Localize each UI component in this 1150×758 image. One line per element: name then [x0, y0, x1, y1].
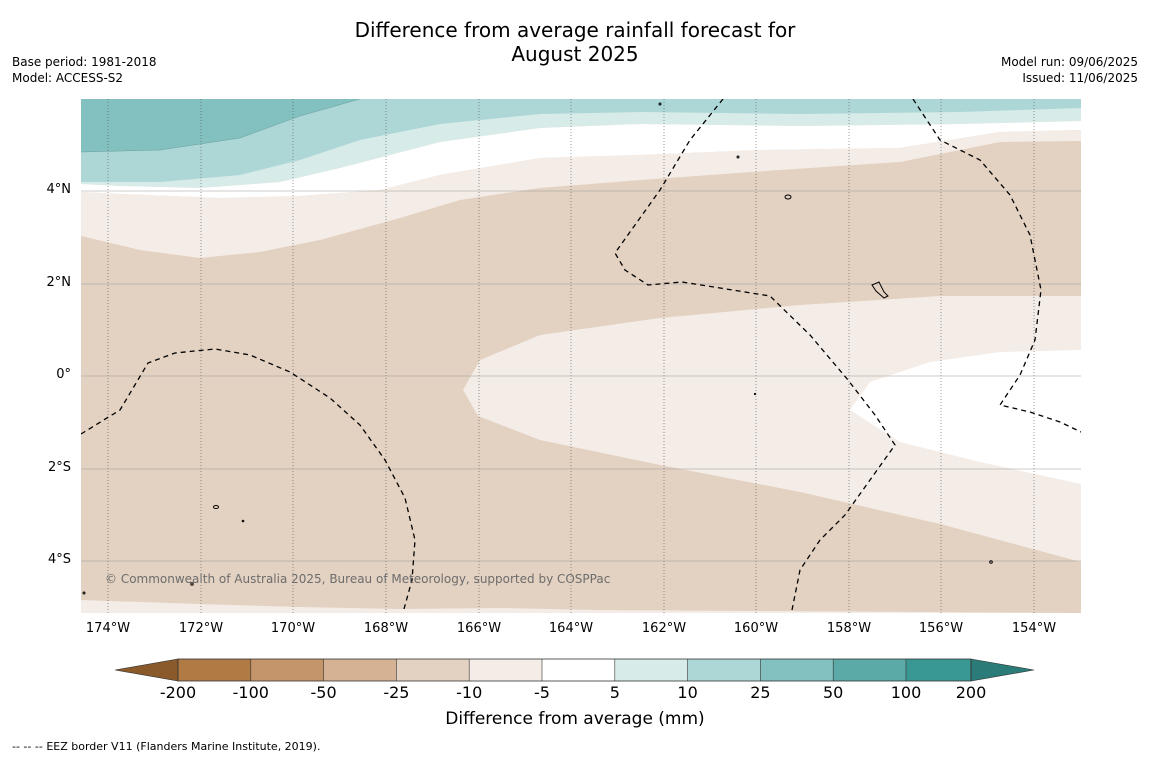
islands [82, 102, 993, 595]
lon-label: 166°W [456, 621, 502, 636]
island-outline [213, 505, 219, 509]
copyright-credit: © Commonwealth of Australia 2025, Bureau… [105, 572, 611, 586]
lon-label: 168°W [363, 621, 409, 636]
lat-label: 2°S [47, 460, 71, 475]
map-title: Difference from average rainfall forecas… [0, 18, 1150, 66]
issued-date: Issued: 11/06/2025 [1022, 71, 1138, 85]
colorbar-segment [760, 659, 834, 681]
colorbar-extend-low [114, 658, 179, 682]
colorbar-segment [614, 659, 688, 681]
eez-border-west [81, 348, 416, 610]
colorbar [114, 658, 1035, 682]
eez-border-central [614, 99, 896, 611]
colorbar-segment [396, 659, 470, 681]
lon-label: 170°W [270, 621, 316, 636]
lat-label: 4°N [46, 182, 72, 197]
meta-left: Base period: 1981-2018 Model: ACCESS-S2 [12, 54, 157, 86]
model-run: Model run: 09/06/2025 [1000, 55, 1138, 69]
colorbar-segment [250, 659, 324, 681]
lon-label: 162°W [641, 621, 687, 636]
colorbar-tick-label: -10 [456, 683, 483, 702]
lat-label: 0° [56, 367, 71, 382]
colorbar-tick-label: 200 [955, 683, 987, 702]
anomaly-region-minus10-minus5-top [81, 130, 1081, 258]
colorbar-segment [323, 659, 397, 681]
lon-label: 160°W [733, 621, 779, 636]
colorbar-tick-label: 100 [890, 683, 922, 702]
colorbar-title: Difference from average (mm) [445, 709, 705, 729]
meta-right: Model run: 09/06/2025 Issued: 11/06/2025 [1001, 54, 1138, 86]
colorbar-segment [687, 659, 761, 681]
map-area [81, 99, 1081, 613]
island-outline [871, 281, 889, 299]
eez-border-east [912, 99, 1081, 433]
island-outline [784, 194, 792, 200]
colorbar-tick-label: -200 [159, 683, 197, 702]
colorbar-tick-label: 50 [823, 683, 844, 702]
title-line-1: Difference from average rainfall forecas… [354, 18, 796, 42]
legend-note: -- -- -- EEZ border V11 (Flanders Marine… [12, 740, 320, 753]
anomaly-region-minus10-minus5-bottom [81, 600, 1081, 613]
lon-label: 174°W [85, 621, 131, 636]
legend-note-text: EEZ border V11 (Flanders Marine Institut… [46, 740, 321, 753]
colorbar-segment [906, 659, 971, 681]
colorbar-tick-label: 25 [750, 683, 771, 702]
lon-label: 172°W [178, 621, 224, 636]
anomaly-region-25-50-topleft [81, 99, 360, 152]
colorbar-tick-label: 5 [609, 683, 620, 702]
lon-label: 156°W [918, 621, 964, 636]
colorbar-tick-label: -50 [310, 683, 337, 702]
title-line-2: August 2025 [511, 42, 639, 66]
lon-label: 154°W [1011, 621, 1057, 636]
colorbar-tick-label: -25 [383, 683, 410, 702]
colorbar-segment [833, 659, 906, 681]
lat-label: 2°N [46, 275, 72, 290]
anomaly-region-minus10-minus5-tongue [463, 296, 1081, 562]
anomaly-region-10-25-top [81, 99, 1081, 182]
colorbar-tick-label: 10 [677, 683, 698, 702]
anomaly-region-minus5-5-east [850, 350, 1081, 484]
lon-label: 164°W [548, 621, 594, 636]
colorbar-segment [178, 659, 251, 681]
model-name: Model: ACCESS-S2 [12, 71, 124, 85]
legend-dash-symbol: -- -- -- [12, 740, 43, 753]
colorbar-tick-label: -5 [534, 683, 550, 702]
lat-label: 4°S [47, 552, 71, 567]
colorbar-segment [542, 659, 615, 681]
lon-label: 158°W [826, 621, 872, 636]
anomaly-region-minus5-5-top [81, 121, 1081, 198]
eez-borders [81, 99, 1081, 611]
base-period: Base period: 1981-2018 [12, 55, 157, 69]
colorbar-segment [469, 659, 542, 681]
latitude-lines [81, 190, 1081, 562]
colorbar-tick-label: -100 [232, 683, 269, 702]
colorbar-extend-high [970, 658, 1035, 682]
